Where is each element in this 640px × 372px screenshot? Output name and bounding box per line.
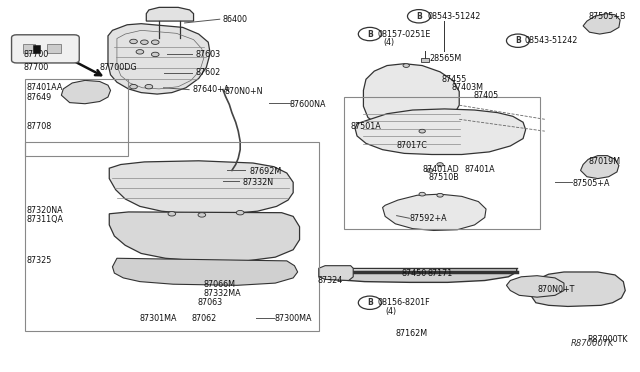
Text: 87505+B: 87505+B [588,12,626,21]
Circle shape [145,84,153,89]
Text: (4): (4) [386,307,397,316]
Text: 87401AA: 87401AA [26,83,63,92]
Text: 08543-51242: 08543-51242 [524,36,578,45]
Text: 87301MA: 87301MA [140,314,177,323]
FancyBboxPatch shape [12,35,79,63]
Circle shape [136,49,144,54]
Text: 87332N: 87332N [242,178,273,187]
Text: 87450: 87450 [402,269,427,278]
Text: 87600NA: 87600NA [290,100,326,109]
Circle shape [198,213,205,217]
Text: 87403M: 87403M [452,83,484,92]
Polygon shape [147,7,193,21]
Polygon shape [109,161,293,214]
Text: 87640+A: 87640+A [192,85,230,94]
Circle shape [403,64,410,67]
Text: 86400: 86400 [223,15,248,24]
Text: 87592+A: 87592+A [410,214,447,223]
Text: 87063: 87063 [197,298,223,307]
Bar [47,44,61,53]
Text: 87017C: 87017C [397,141,428,151]
Text: 87320NA: 87320NA [26,206,63,215]
Polygon shape [113,258,298,285]
Text: B: B [515,36,521,45]
Text: 87162M: 87162M [396,329,428,338]
Circle shape [419,129,426,133]
Text: 87019M: 87019M [588,157,620,166]
Polygon shape [532,272,625,307]
Polygon shape [506,276,564,297]
Text: 87405: 87405 [473,91,499,100]
Bar [25,78,129,156]
Text: 87325: 87325 [26,256,52,264]
Text: 87300MA: 87300MA [274,314,312,323]
Circle shape [236,211,244,215]
Text: B: B [367,29,372,39]
Text: 87700: 87700 [23,50,48,59]
Circle shape [152,52,159,57]
Text: B: B [416,12,422,21]
Polygon shape [355,109,525,154]
Circle shape [437,193,444,197]
Polygon shape [108,24,210,94]
Text: R87000TK: R87000TK [570,339,614,348]
Text: 87692M: 87692M [250,167,282,176]
Text: 87505+A: 87505+A [572,179,610,187]
Polygon shape [364,64,460,131]
Text: (4): (4) [384,38,395,47]
Text: 87311QA: 87311QA [26,215,63,224]
Text: 87602: 87602 [195,68,221,77]
Bar [33,45,40,52]
Circle shape [130,39,138,44]
Text: 87700DG: 87700DG [100,63,138,72]
Circle shape [427,169,433,172]
Polygon shape [383,194,486,231]
Bar [421,58,429,62]
Text: 87062: 87062 [191,314,216,323]
Text: 87171: 87171 [428,269,452,278]
Bar [23,44,35,53]
Text: B: B [367,298,372,307]
Text: 87603: 87603 [195,50,221,59]
Text: 87501A: 87501A [351,122,381,131]
Text: 28565M: 28565M [430,54,462,62]
Text: 08156-8201F: 08156-8201F [378,298,430,307]
Text: 87455: 87455 [442,75,467,84]
Text: 87066M: 87066M [204,280,236,289]
Polygon shape [325,268,516,282]
Circle shape [168,212,175,216]
Polygon shape [61,80,111,104]
Text: 870N0+N: 870N0+N [224,87,262,96]
Text: R87000TK: R87000TK [587,335,627,344]
Polygon shape [583,14,620,34]
Text: 87324: 87324 [317,276,342,285]
Polygon shape [319,266,353,280]
Bar [25,141,319,331]
Circle shape [130,84,138,89]
Text: 87401AD: 87401AD [422,165,459,174]
Text: 87332MA: 87332MA [204,289,241,298]
Text: 08157-0251E: 08157-0251E [378,29,431,39]
Bar [344,97,540,229]
Circle shape [152,40,159,44]
Text: 87700: 87700 [23,63,48,72]
Text: 87708: 87708 [26,122,51,131]
Circle shape [437,163,444,166]
Text: 870N0+T: 870N0+T [537,285,575,294]
Text: 08543-51242: 08543-51242 [428,12,481,21]
Polygon shape [580,155,619,179]
Text: 87649: 87649 [26,93,51,102]
Polygon shape [109,212,300,261]
Circle shape [419,192,426,196]
Circle shape [141,40,148,44]
Text: 87510B: 87510B [429,173,460,182]
Text: 87401A: 87401A [465,165,495,174]
